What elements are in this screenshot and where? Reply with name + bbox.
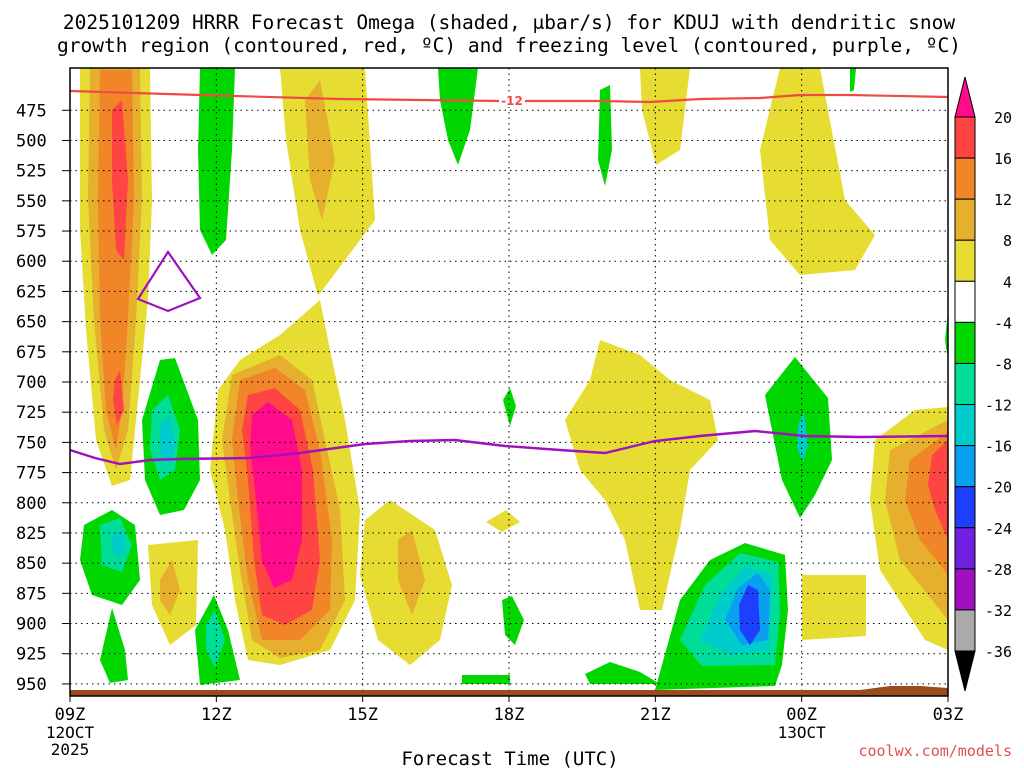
colorbar-label: -12 (985, 397, 1012, 415)
colorbar-swatch (954, 157, 976, 200)
colorbar-swatch (954, 198, 976, 241)
y-tick-label: 950 (16, 675, 47, 695)
colorbar-swatch (954, 527, 976, 570)
colorbar-label: -32 (985, 602, 1012, 620)
colorbar-label: 8 (1003, 232, 1012, 250)
y-tick-label: 875 (16, 584, 47, 604)
y-tick-label: 725 (16, 403, 47, 423)
colorbar-label: -24 (985, 520, 1012, 538)
y-tick-label: 800 (16, 494, 47, 514)
x-tick-label: 09Z (55, 705, 86, 725)
colorbar-swatch (954, 404, 976, 447)
colorbar-label: -16 (985, 438, 1012, 456)
grid (70, 68, 948, 696)
colorbar-label: 16 (994, 150, 1012, 168)
y-tick-label: 500 (16, 131, 47, 151)
colorbar-swatch (954, 568, 976, 611)
x-tick-label: 12Z (201, 705, 232, 725)
y-tick-label: 475 (16, 101, 47, 121)
colorbar: 20 16 12 8 4 -4 -8 -12 -16 -20 -24 -28 -32 -36 (954, 76, 1012, 692)
freezing-level-contour (69, 429, 949, 466)
dendritic-contour (69, 89, 949, 104)
y-tick-label: 625 (16, 282, 47, 302)
colorbar-label: -4 (994, 314, 1012, 332)
y-tick-label: 525 (16, 162, 47, 182)
y-tick-label: 925 (16, 645, 47, 665)
dendritic-contour-label: -12 (501, 94, 523, 108)
colorbar-swatch (954, 239, 976, 282)
colorbar-swatch (954, 321, 976, 364)
colorbar-label: -8 (994, 355, 1012, 373)
credit-text: coolwx.com/models (858, 742, 1012, 760)
colorbar-swatch (954, 445, 976, 488)
colorbar-top-triangle (954, 76, 976, 118)
omega-shading (80, 68, 948, 690)
y-axis: 475 500 525 550 575 600 625 650 675 700 725 750 775 8… (16, 101, 70, 695)
colorbar-label: -28 (985, 561, 1012, 579)
x-axis-title: Forecast Time (UTC) (401, 748, 618, 768)
x-axis: 09Z 12Z 15Z 18Z 21Z 00Z 03Z (55, 696, 964, 725)
y-tick-label: 550 (16, 192, 47, 212)
y-tick-label: 700 (16, 373, 47, 393)
y-tick-label: 825 (16, 524, 47, 544)
x-tick-label: 00Z (786, 705, 817, 725)
colorbar-label: 4 (1003, 273, 1012, 291)
colorbar-swatch (954, 609, 976, 652)
freezing-level-closed-contour (136, 250, 202, 313)
chart-title-line-2: growth region (contoured, red, ºC) and f… (57, 34, 961, 57)
colorbar-bottom-triangle (954, 650, 976, 692)
y-tick-label: 650 (16, 313, 47, 333)
colorbar-swatch (954, 362, 976, 406)
terrain-bump (860, 686, 948, 690)
x-date-label: 13OCT (778, 723, 827, 742)
dendritic-label-bg (499, 94, 525, 107)
colorbar-label: 20 (994, 109, 1012, 127)
x-tick-label: 15Z (347, 705, 378, 725)
x-tick-label: 03Z (933, 705, 964, 725)
x-tick-label: 18Z (494, 705, 525, 725)
y-tick-label: 600 (16, 252, 47, 272)
y-tick-label: 750 (16, 433, 47, 453)
x-date-label: 2025 (51, 740, 90, 759)
terrain-ground (70, 690, 948, 696)
colorbar-swatch (954, 116, 976, 159)
y-tick-label: 850 (16, 554, 47, 574)
colorbar-label: 12 (994, 191, 1012, 209)
x-tick-label: 21Z (640, 705, 671, 725)
y-tick-label: 675 (16, 343, 47, 363)
colorbar-swatch (954, 486, 976, 529)
colorbar-label: -20 (985, 479, 1012, 497)
chart-title-line-1: 2025101209 HRRR Forecast Omega (shaded, … (63, 11, 955, 34)
y-tick-label: 775 (16, 464, 47, 484)
colorbar-swatch (954, 280, 976, 323)
x-date-label: 12OCT (46, 723, 95, 742)
y-tick-label: 900 (16, 615, 47, 635)
y-tick-label: 575 (16, 222, 47, 242)
colorbar-label: -36 (985, 643, 1012, 661)
